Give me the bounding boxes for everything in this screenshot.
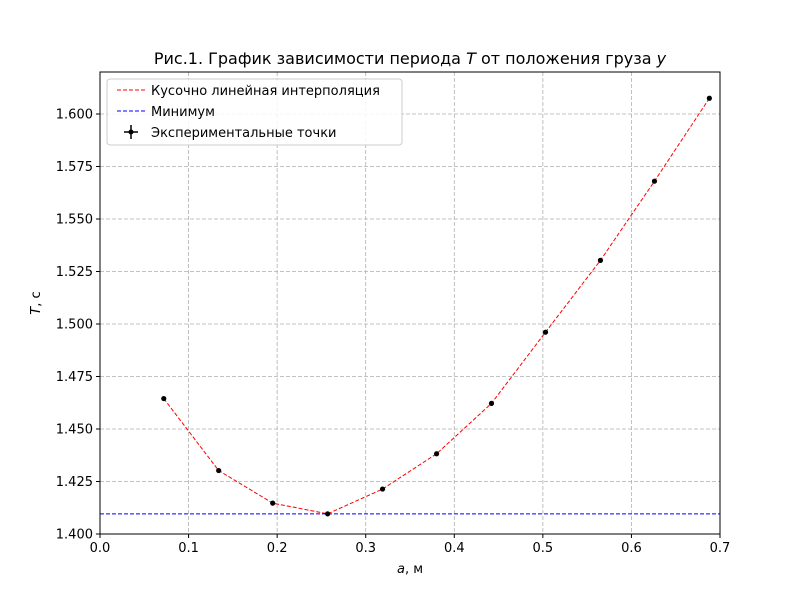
x-tick-label: 0.3 [355,541,376,556]
legend-swatch-points [124,125,138,139]
y-tick-label: 1.500 [56,318,93,333]
chart-title-middle: от положения груза [476,49,657,68]
x-tick-label: 0.0 [90,541,111,556]
y-tick-label: 1.550 [56,213,93,228]
x-axis-label-unit: , м [405,562,423,577]
experimental-point [597,257,604,263]
experimental-point [216,467,222,474]
y-tick-label: 1.475 [56,370,93,385]
y-tick-label: 1.450 [56,423,93,438]
experimental-point [325,511,331,517]
experimental-point [270,500,276,506]
chart-title-prefix: Рис.1. График зависимости периода [154,49,466,68]
y-axis-label-unit: , с [29,291,44,306]
experimental-point [433,451,440,457]
x-axis-label: a, м [397,562,423,577]
experimental-point [706,95,712,101]
interpolation-line [163,97,710,515]
x-tick-label: 0.1 [178,541,199,556]
x-axis-label-var: a [397,562,405,577]
x-tick-label: 0.5 [533,541,554,556]
x-tick-label: 0.7 [710,541,731,556]
y-tick-label: 1.575 [56,160,93,175]
legend: Кусочно линейная интерполяция Минимум Эк… [106,78,403,146]
experimental-point [542,329,549,335]
y-tick-label: 1.425 [56,475,93,490]
experimental-point [379,486,386,492]
legend-box [106,78,403,146]
legend-label-points: Экспериментальные точки [151,126,337,141]
chart-title-var1: T [466,49,477,68]
experimental-point [488,400,495,406]
experimental-point [651,178,658,184]
chart-title: Рис.1. График зависимости периода T от п… [154,49,667,68]
x-tick-label: 0.4 [444,541,465,556]
x-tick-label: 0.6 [621,541,642,556]
y-axis-label-var: T [29,306,44,315]
series-layer [100,95,720,517]
x-tick-label: 0.2 [267,541,288,556]
legend-label-interpolation: Кусочно линейная интерполяция [151,84,380,99]
y-tick-label: 1.600 [56,108,93,123]
grid [99,72,721,535]
y-axis-label: T, с [29,291,44,314]
plot-frame [99,71,721,535]
y-tick-label: 1.400 [56,528,93,543]
ticks: 0.0 0.1 0.2 0.3 0.4 0.5 0.6 0.7 1.400 1.425 1.450 1… [56,108,731,557]
chart-title-var2: y [656,49,667,68]
y-tick-label: 1.525 [56,265,93,280]
legend-label-minimum: Минимум [151,105,215,120]
experimental-point [161,395,167,402]
